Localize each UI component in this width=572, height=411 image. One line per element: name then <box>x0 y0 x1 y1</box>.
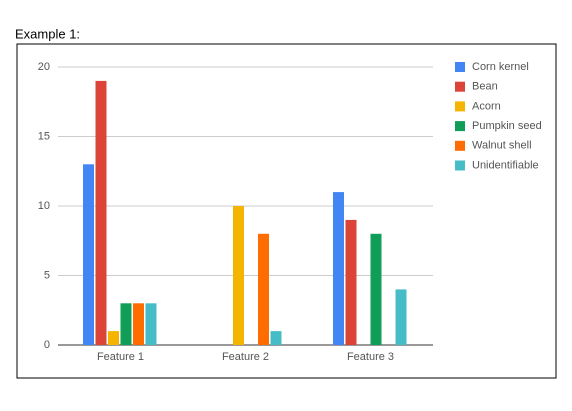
legend-swatch <box>455 140 465 151</box>
bar <box>333 192 344 345</box>
bar <box>258 233 269 345</box>
chart-frame <box>16 43 557 379</box>
legend-swatch <box>455 62 465 72</box>
bar <box>145 303 157 345</box>
legend-label: Acorn <box>472 100 501 112</box>
legend-swatch <box>455 121 465 132</box>
legend-swatch <box>455 160 465 171</box>
legend-label: Bean <box>472 81 498 93</box>
y-tick-label: 10 <box>38 200 50 212</box>
chart-title: Example 1: <box>15 26 80 41</box>
bar <box>108 331 119 345</box>
x-tick-label: Feature 2 <box>222 351 269 363</box>
legend-swatch <box>455 101 465 112</box>
bar <box>370 233 382 345</box>
y-tick-label: 5 <box>44 269 50 281</box>
legend-swatch <box>455 81 465 92</box>
legend-label: Corn kernel <box>472 61 529 73</box>
y-tick-label: 20 <box>38 61 50 73</box>
legend-label: Walnut shell <box>472 140 532 152</box>
legend-label: Unidentifiable <box>472 159 539 171</box>
x-tick-label: Feature 1 <box>97 351 144 363</box>
bar <box>395 289 407 345</box>
bar <box>95 80 107 346</box>
bar <box>270 331 282 345</box>
bar <box>233 206 244 345</box>
x-tick-label: Feature 3 <box>347 351 394 363</box>
y-tick-label: 0 <box>44 339 50 351</box>
y-tick-label: 15 <box>38 130 50 142</box>
legend-label: Pumpkin seed <box>472 120 542 132</box>
bar <box>83 164 94 345</box>
bar <box>345 219 357 345</box>
bar <box>120 303 132 345</box>
bar <box>133 303 144 345</box>
